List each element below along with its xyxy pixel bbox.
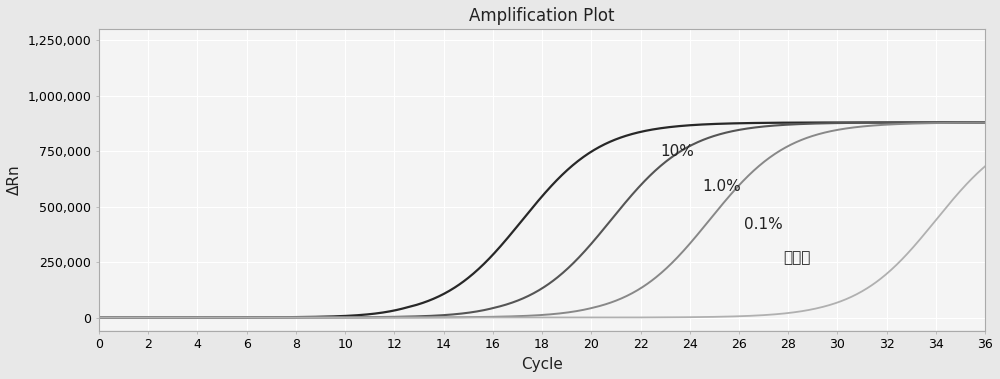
Text: 10%: 10% <box>660 144 694 159</box>
Title: Amplification Plot: Amplification Plot <box>469 7 615 25</box>
Text: 野生型: 野生型 <box>783 250 811 265</box>
X-axis label: Cycle: Cycle <box>521 357 563 372</box>
Y-axis label: ΔRn: ΔRn <box>7 165 22 196</box>
Text: 0.1%: 0.1% <box>744 217 783 232</box>
Text: 1.0%: 1.0% <box>702 179 741 194</box>
